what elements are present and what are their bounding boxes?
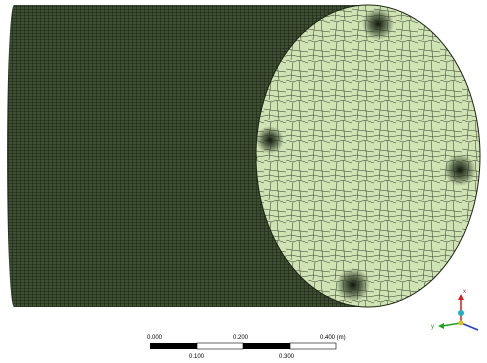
scale-label: 0.400 (m) (320, 335, 346, 341)
scale-label: 0.000 (147, 335, 163, 341)
scale-label: 0.100 (189, 354, 205, 360)
axis-label: x (463, 289, 466, 295)
mesh-cylinder[interactable] (7, 5, 480, 307)
axis-label: y (431, 324, 434, 330)
viewport: 0.000 0.200 0.400 (m) 0.100 0.300 x y (0, 0, 487, 363)
scale-label: 0.200 (233, 335, 249, 341)
scale-bar: 0.000 0.200 0.400 (m) 0.100 0.300 (147, 335, 346, 360)
scale-label: 0.300 (279, 354, 295, 360)
axis-triad: x y (431, 289, 478, 330)
